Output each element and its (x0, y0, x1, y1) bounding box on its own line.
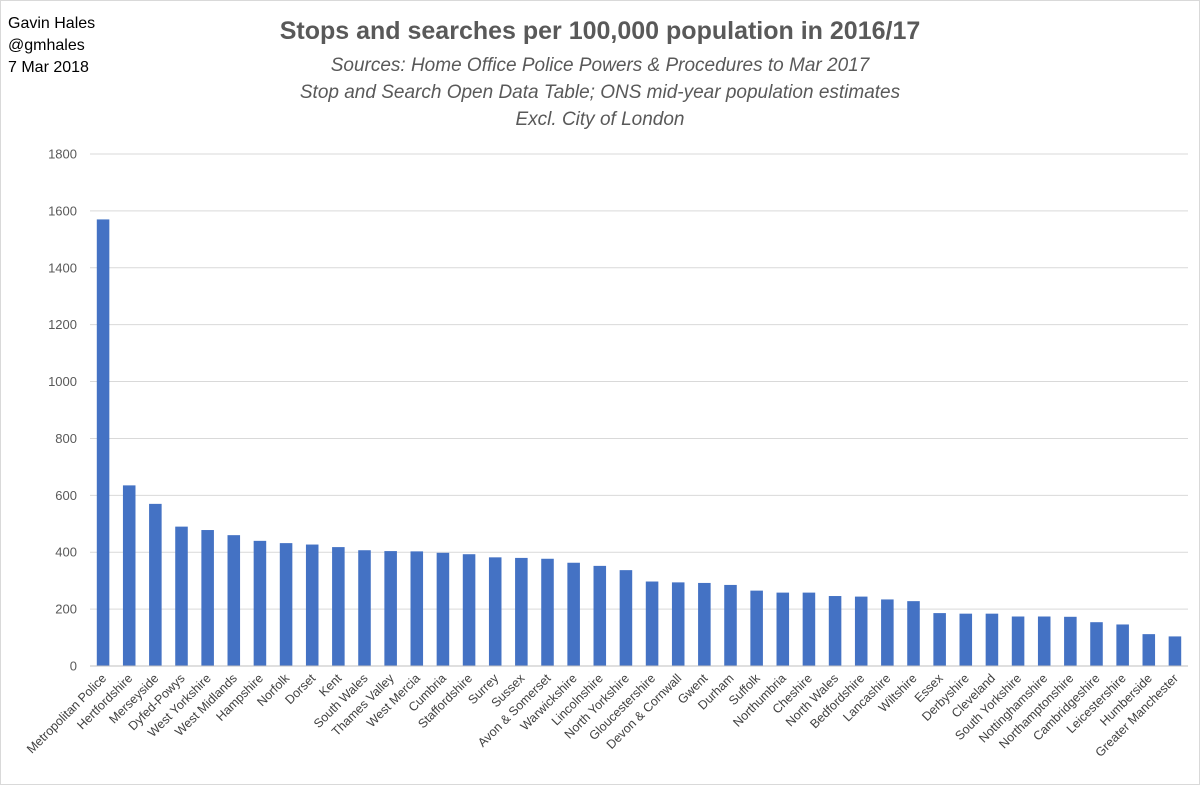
bar (1037, 616, 1051, 666)
bar (881, 599, 894, 666)
bar (201, 530, 214, 666)
bar (854, 596, 868, 666)
bar (776, 592, 790, 666)
y-tick-label: 1000 (48, 374, 77, 389)
bar (593, 565, 607, 666)
bar (907, 601, 920, 666)
bar (253, 540, 267, 666)
bar (724, 584, 737, 666)
y-tick-label: 1200 (48, 317, 77, 332)
bar (149, 503, 162, 666)
bar (985, 613, 999, 666)
y-tick-label: 400 (55, 545, 77, 560)
bar (488, 557, 502, 666)
bar (1011, 616, 1025, 666)
y-tick-label: 200 (55, 602, 77, 617)
bar (1116, 624, 1129, 666)
y-tick-label: 1600 (48, 203, 77, 218)
bar (410, 551, 424, 666)
bar (541, 558, 554, 666)
bar (384, 551, 397, 666)
bar (619, 570, 633, 666)
bar (515, 557, 528, 666)
bar (802, 592, 816, 666)
bar (1142, 634, 1156, 666)
bar (1064, 616, 1077, 666)
bar (933, 613, 946, 666)
bar (645, 581, 659, 666)
x-tick-label: Dorset (282, 671, 318, 707)
author-block: Gavin Hales @gmhales 7 Mar 2018 (8, 13, 95, 79)
bar (959, 613, 973, 666)
bar (358, 550, 371, 666)
bar (122, 485, 136, 666)
y-tick-label: 800 (55, 431, 77, 446)
bar (332, 547, 345, 666)
bar (279, 543, 293, 666)
bar (305, 544, 319, 666)
bar (750, 590, 763, 666)
y-tick-label: 0 (70, 659, 77, 674)
author-date: 7 Mar 2018 (8, 59, 89, 76)
bar (1168, 636, 1182, 666)
bar (96, 219, 110, 666)
author-handle: @gmhales (8, 37, 85, 54)
bar (175, 526, 188, 666)
bar (698, 582, 711, 666)
y-tick-label: 1800 (48, 147, 77, 162)
chart-subtitle-sources: Sources: Home Office Police Powers & Pro… (330, 55, 870, 76)
bar (671, 582, 685, 666)
author-name: Gavin Hales (8, 15, 96, 32)
bar (1090, 622, 1103, 666)
bar (828, 596, 842, 666)
chart-title: Stops and searches per 100,000 populatio… (279, 17, 921, 45)
y-tick-label: 1400 (48, 260, 77, 275)
chart-subtitle-exclusion: Excl. City of London (515, 109, 685, 130)
bar (567, 562, 580, 666)
bar (227, 535, 241, 666)
bar (436, 552, 450, 666)
chart-subtitle-data: Stop and Search Open Data Table; ONS mid… (299, 82, 901, 103)
y-tick-label: 600 (55, 488, 77, 503)
bar (462, 554, 476, 666)
